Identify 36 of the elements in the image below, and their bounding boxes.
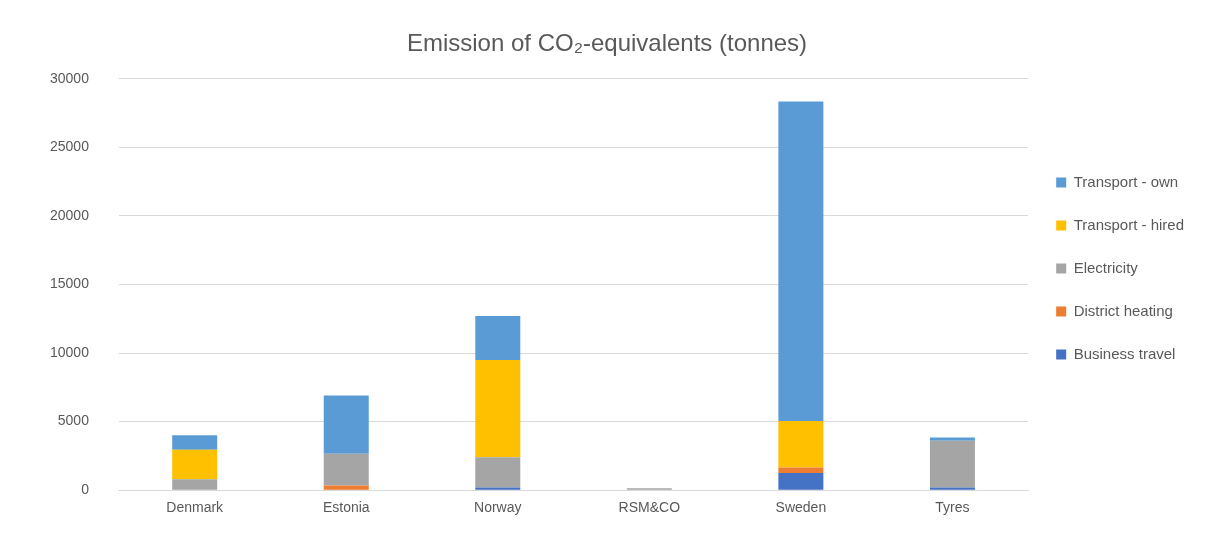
y-tick-label: 20000 <box>49 206 90 223</box>
bar <box>778 473 824 490</box>
bar <box>475 487 521 490</box>
bar <box>172 449 218 480</box>
bar <box>778 420 824 468</box>
y-tick-label: 0 <box>81 481 90 498</box>
y-tick-label: 30000 <box>49 69 90 86</box>
y-tick-label: 25000 <box>49 138 90 155</box>
bar <box>323 395 369 454</box>
bar <box>778 467 824 474</box>
bar <box>778 101 824 421</box>
legend-label: Transport - hired <box>1073 215 1185 233</box>
x-tick-label: Estonia <box>322 499 370 516</box>
chart-title: Emission of CO₂-equivalents (tonnes) <box>406 29 808 57</box>
x-tick-label: Norway <box>474 499 522 516</box>
x-tick-label: Denmark <box>166 499 225 516</box>
legend-label: Electricity <box>1073 258 1139 276</box>
x-tick-label: Sweden <box>775 499 827 516</box>
bar <box>323 453 369 486</box>
bar <box>929 440 975 488</box>
y-tick-label: 5000 <box>57 412 90 429</box>
x-tick-label: Tyres <box>935 499 970 516</box>
bar <box>475 457 521 488</box>
bar <box>172 435 218 450</box>
bar <box>475 316 521 360</box>
legend-label: Business travel <box>1073 344 1176 362</box>
bar <box>475 359 521 458</box>
bar <box>929 487 975 490</box>
legend-label: Transport - own <box>1073 172 1179 190</box>
y-tick-label: 10000 <box>49 343 90 360</box>
bar <box>929 437 975 441</box>
x-tick-label: RSM&CO <box>618 499 681 516</box>
bar <box>323 485 369 490</box>
legend-label: District heating <box>1073 301 1173 319</box>
y-tick-label: 15000 <box>49 275 90 292</box>
bar <box>172 479 218 490</box>
